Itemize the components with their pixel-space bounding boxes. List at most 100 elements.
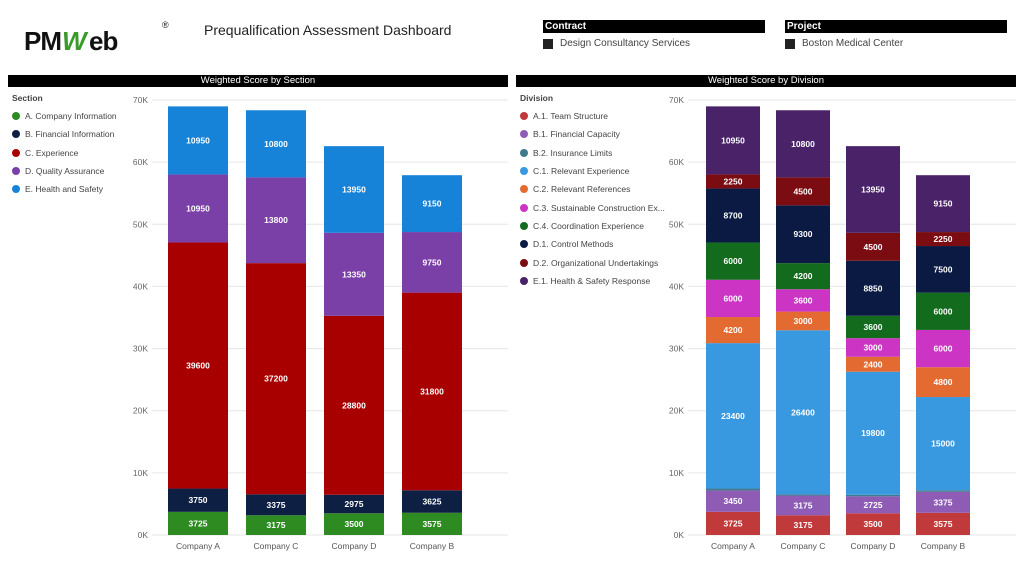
bar-segment-b-1-financial-capacity[interactable] [776, 495, 830, 516]
bar-segment-e-health-and-safety[interactable] [402, 175, 462, 233]
bar-segment-b-financial-information[interactable] [246, 494, 306, 516]
legend-label: A.1. Team Structure [533, 111, 608, 122]
bar-segment-b-2-insurance-limits[interactable] [846, 494, 900, 497]
y-tick-label: 30K [133, 344, 148, 354]
contract-slicer-option[interactable]: Design Consultancy Services [543, 38, 765, 49]
bar-segment-a-company-information[interactable] [402, 512, 462, 535]
legend-item-e-1-health-safety-response[interactable]: E.1. Health & Safety Response [520, 272, 665, 290]
bar-segment-d-quality-assurance[interactable] [168, 174, 228, 243]
legend-item-a-company-information[interactable]: A. Company Information [12, 107, 117, 125]
bar-segment-c-4-coordination-experience[interactable] [846, 315, 900, 339]
legend-dot-icon [520, 185, 528, 194]
legend-item-c-4-coordination-experience[interactable]: C.4. Coordination Experience [520, 217, 665, 235]
data-label: 2725 [864, 500, 883, 510]
y-tick-label: 60K [669, 157, 684, 167]
data-label: 3175 [794, 520, 813, 530]
bar-segment-b-financial-information[interactable] [402, 490, 462, 513]
legend-dot-icon [12, 185, 20, 194]
bar-segment-a-1-team-structure[interactable] [846, 513, 900, 535]
bar-segment-d-2-organizational-undertakings[interactable] [706, 174, 760, 189]
legend-item-d-1-control-methods[interactable]: D.1. Control Methods [520, 235, 665, 253]
legend-item-b-1-financial-capacity[interactable]: B.1. Financial Capacity [520, 125, 665, 143]
logo-mark-icon: PM W eb [24, 26, 118, 56]
bar-segment-c-2-relevant-references[interactable] [776, 311, 830, 331]
checkbox-icon[interactable] [785, 38, 795, 49]
bar-segment-c-2-relevant-references[interactable] [706, 317, 760, 344]
page-title: Prequalification Assessment Dashboard [204, 22, 452, 38]
bar-segment-c-4-coordination-experience[interactable] [776, 263, 830, 290]
bar-segment-a-company-information[interactable] [168, 511, 228, 535]
bar-segment-b-2-insurance-limits[interactable] [916, 490, 970, 492]
bar-segment-d-quality-assurance[interactable] [246, 177, 306, 264]
bar-segment-d-1-control-methods[interactable] [776, 205, 830, 264]
bar-segment-b-2-insurance-limits[interactable] [776, 494, 830, 496]
bar-segment-a-1-team-structure[interactable] [916, 512, 970, 535]
bar-segment-d-2-organizational-undertakings[interactable] [916, 232, 970, 247]
bar-segment-b-2-insurance-limits[interactable] [706, 488, 760, 491]
bar-segment-d-2-organizational-undertakings[interactable] [776, 177, 830, 206]
bar-segment-c-experience[interactable] [402, 292, 462, 491]
bar-segment-a-company-information[interactable] [324, 513, 384, 535]
bar-segment-c-1-relevant-experience[interactable] [706, 343, 760, 489]
legend-item-c-1-relevant-experience[interactable]: C.1. Relevant Experience [520, 162, 665, 180]
bar-segment-c-4-coordination-experience[interactable] [916, 292, 970, 330]
legend-item-a-1-team-structure[interactable]: A.1. Team Structure [520, 107, 665, 125]
bar-segment-c-2-relevant-references[interactable] [846, 356, 900, 372]
bar-segment-d-quality-assurance[interactable] [402, 232, 462, 293]
bar-segment-c-3-sustainable-construction-ex[interactable] [706, 279, 760, 318]
checkbox-icon[interactable] [543, 38, 553, 49]
legend-item-d-quality-assurance[interactable]: D. Quality Assurance [12, 162, 117, 180]
bar-segment-b-1-financial-capacity[interactable] [706, 490, 760, 512]
bar-segment-d-1-control-methods[interactable] [846, 260, 900, 316]
bar-segment-e-health-and-safety[interactable] [246, 110, 306, 178]
legend-item-b-2-insurance-limits[interactable]: B.2. Insurance Limits [520, 144, 665, 162]
legend-item-d-2-organizational-undertakings[interactable]: D.2. Organizational Undertakings [520, 253, 665, 271]
bar-segment-c-2-relevant-references[interactable] [916, 367, 970, 398]
legend-item-b-financial-information[interactable]: B. Financial Information [12, 125, 117, 143]
legend-label: A. Company Information [25, 111, 117, 122]
bar-segment-d-quality-assurance[interactable] [324, 232, 384, 316]
bar-segment-c-1-relevant-experience[interactable] [776, 330, 830, 495]
bar-segment-c-3-sustainable-construction-ex[interactable] [916, 329, 970, 368]
data-label: 26400 [791, 407, 815, 417]
bar-segment-b-financial-information[interactable] [324, 494, 384, 514]
legend-item-e-health-and-safety[interactable]: E. Health and Safety [12, 180, 117, 198]
project-slicer: Project Boston Medical Center [785, 20, 1007, 49]
bar-segment-c-1-relevant-experience[interactable] [916, 397, 970, 491]
bar-segment-a-1-team-structure[interactable] [776, 515, 830, 535]
bar-segment-c-3-sustainable-construction-ex[interactable] [776, 289, 830, 312]
bar-segment-e-1-health-safety-response[interactable] [916, 175, 970, 233]
y-tick-label: 10K [133, 468, 148, 478]
bar-segment-b-1-financial-capacity[interactable] [916, 491, 970, 513]
bar-segment-e-health-and-safety[interactable] [168, 106, 228, 175]
bar-segment-c-experience[interactable] [246, 263, 306, 495]
bar-segment-d-2-organizational-undertakings[interactable] [846, 232, 900, 261]
bar-segment-b-financial-information[interactable] [168, 488, 228, 512]
data-label: 37200 [264, 374, 288, 384]
bar-segment-e-1-health-safety-response[interactable] [776, 110, 830, 178]
bar-segment-c-4-coordination-experience[interactable] [706, 242, 760, 280]
x-category-label: Company A [711, 541, 755, 551]
bar-segment-c-experience[interactable] [168, 242, 228, 489]
legend-item-c-experience[interactable]: C. Experience [12, 144, 117, 162]
legend-dot-icon [520, 112, 528, 121]
bar-segment-c-experience[interactable] [324, 315, 384, 495]
bar-segment-a-company-information[interactable] [246, 515, 306, 535]
bar-segment-e-1-health-safety-response[interactable] [846, 146, 900, 233]
legend-label: C. Experience [25, 147, 79, 158]
legend-dot-icon [520, 240, 528, 249]
project-slicer-option[interactable]: Boston Medical Center [785, 38, 1007, 49]
data-label: 9750 [423, 257, 442, 267]
bar-segment-d-1-control-methods[interactable] [706, 188, 760, 243]
bar-segment-b-1-financial-capacity[interactable] [846, 496, 900, 514]
data-label: 39600 [186, 361, 210, 371]
bar-segment-a-1-team-structure[interactable] [706, 511, 760, 535]
data-label: 10800 [264, 139, 288, 149]
bar-segment-e-health-and-safety[interactable] [324, 146, 384, 233]
bar-segment-d-1-control-methods[interactable] [916, 246, 970, 293]
legend-item-c-2-relevant-references[interactable]: C.2. Relevant References [520, 180, 665, 198]
bar-segment-c-1-relevant-experience[interactable] [846, 371, 900, 495]
bar-segment-e-1-health-safety-response[interactable] [706, 106, 760, 175]
bar-segment-c-3-sustainable-construction-ex[interactable] [846, 338, 900, 357]
legend-item-c-3-sustainable-construction-ex[interactable]: C.3. Sustainable Construction Ex... [520, 198, 665, 216]
